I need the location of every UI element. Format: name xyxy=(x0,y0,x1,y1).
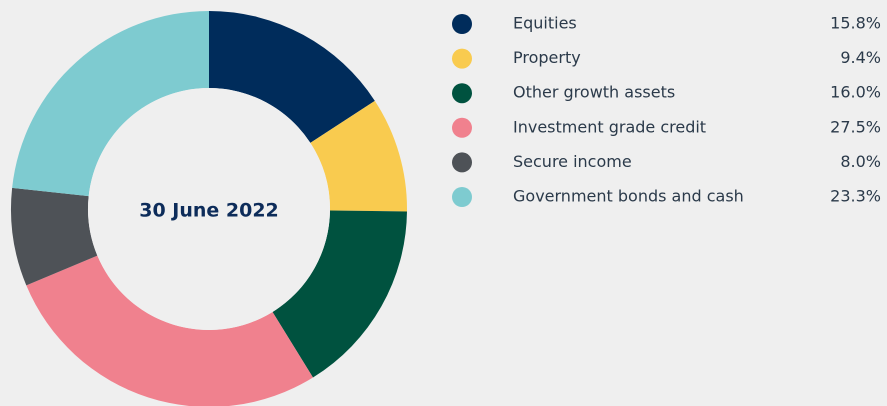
donut-hole xyxy=(88,88,330,330)
slice xyxy=(26,255,313,406)
legend-swatch xyxy=(452,48,472,69)
slice xyxy=(10,187,98,286)
legend-value: 23.3% xyxy=(830,187,881,206)
legend-label: Secure income xyxy=(513,152,632,171)
legend-swatch xyxy=(452,187,472,207)
center-label: 30 June 2022 xyxy=(139,200,279,222)
donut xyxy=(10,11,408,406)
slice xyxy=(272,210,407,378)
legend-value: 27.5% xyxy=(830,117,881,136)
legend-swatch xyxy=(452,117,472,138)
legend: Equities 15.8% Property 9.4% Other growth as… xyxy=(452,14,881,207)
legend-label: Property xyxy=(513,48,581,67)
legend-swatch xyxy=(452,14,472,34)
slice xyxy=(310,100,408,212)
legend-label: Government bonds and cash xyxy=(513,187,744,206)
slice xyxy=(209,11,375,143)
legend-value: 8.0% xyxy=(840,152,881,171)
legend-value: 16.0% xyxy=(830,83,881,102)
legend-label: Other growth assets xyxy=(513,83,675,102)
legend-swatch xyxy=(452,83,472,104)
legend-swatch xyxy=(452,152,472,173)
slice xyxy=(12,11,209,197)
legend-label: Investment grade credit xyxy=(513,117,706,136)
legend-value: 9.4% xyxy=(840,48,881,67)
legend-value: 15.8% xyxy=(830,14,881,33)
legend-label: Equities xyxy=(513,14,577,33)
